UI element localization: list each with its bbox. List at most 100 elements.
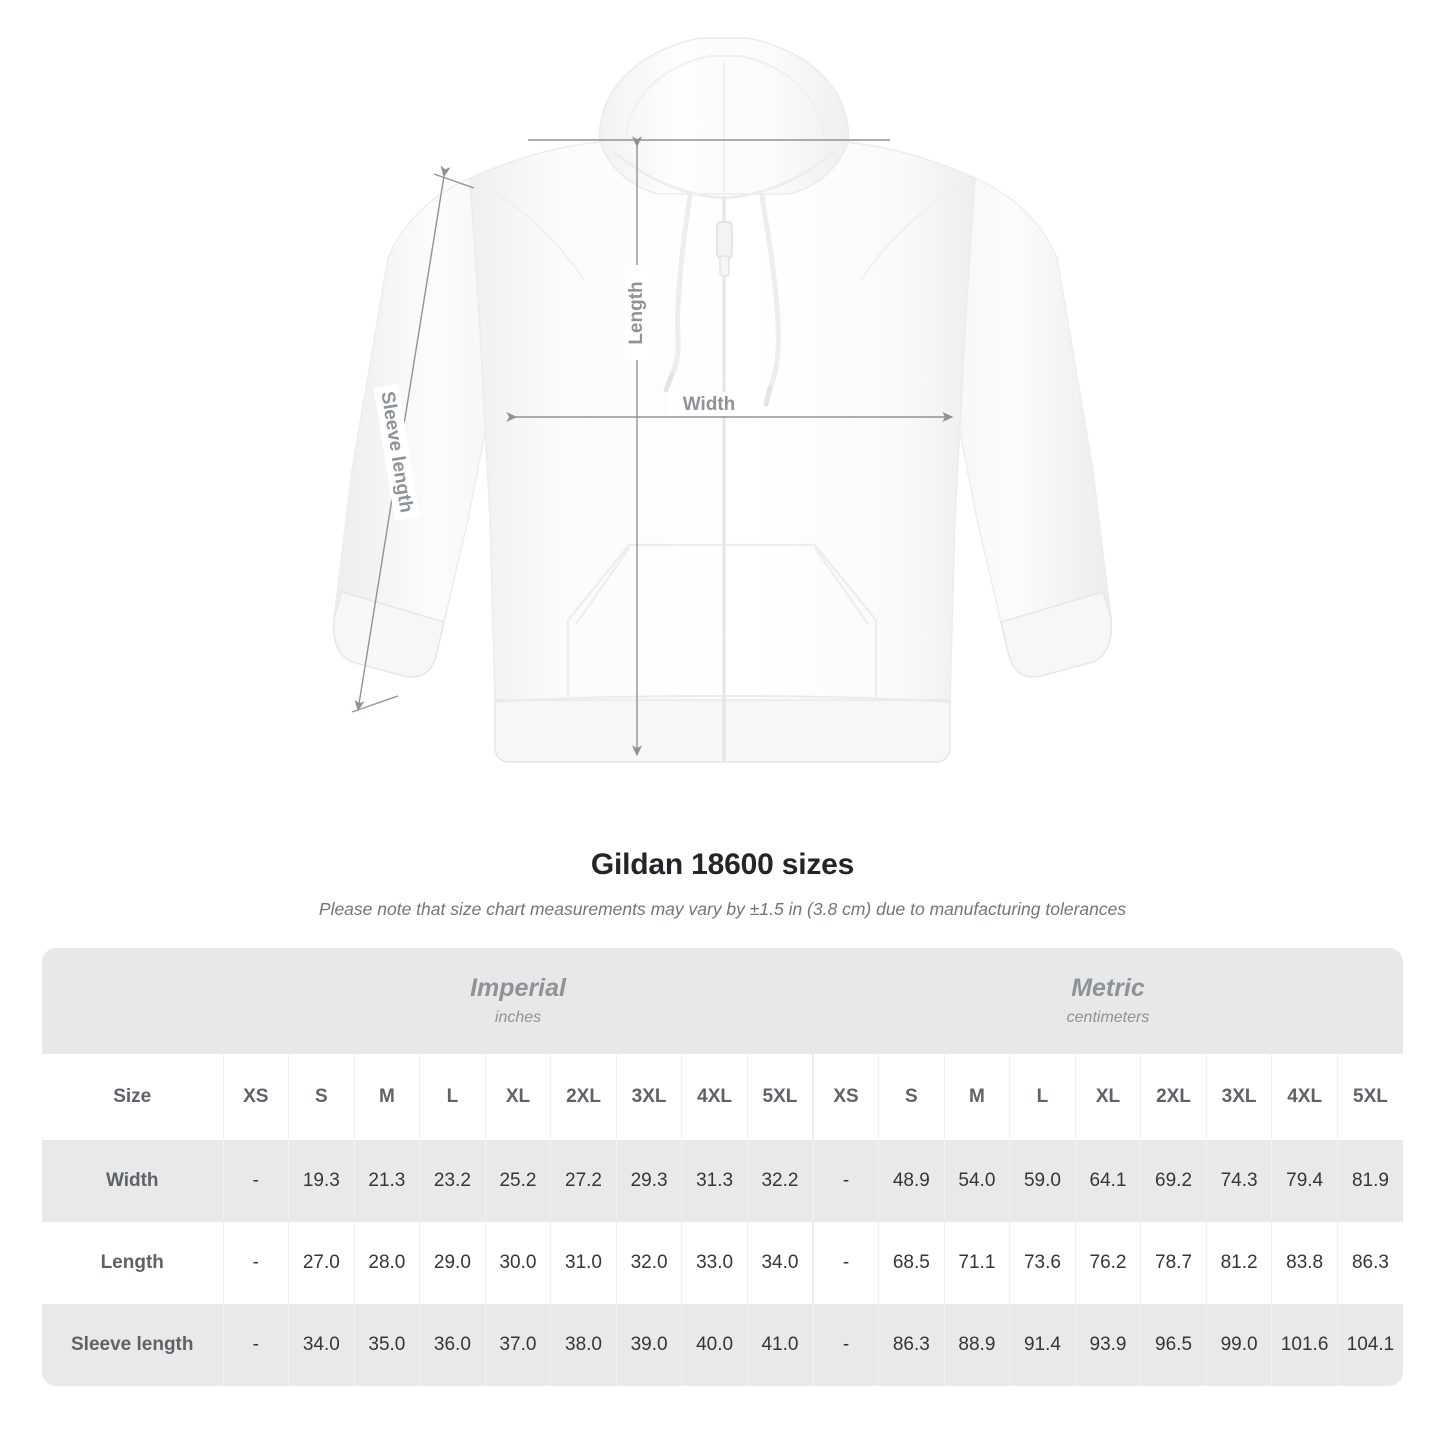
cell-sleeve-length-imperial-m: 35.0 [353,1304,420,1386]
cell-length-metric-xs: - [812,1222,879,1304]
size-chart-table-wrapper: Imperial inches Metric centimeters Size XS S M L… [42,948,1403,1386]
cell-sleeve-length-metric-m: 88.9 [943,1304,1010,1386]
size-header-metric-4xl: 4XL [1271,1054,1338,1140]
cell-width-metric-3xl: 74.3 [1205,1140,1272,1222]
cell-length-metric-s: 68.5 [878,1222,945,1304]
cell-sleeve-length-imperial-2xl: 38.0 [550,1304,617,1386]
hood-inner-edge [625,55,825,141]
cell-width-metric-2xl: 69.2 [1140,1140,1207,1222]
cell-length-imperial-3xl: 32.0 [615,1222,682,1304]
size-chart-table: Imperial inches Metric centimeters Size XS S M L… [42,948,1403,1386]
metric-unit-header-name: Metric [1071,974,1145,1002]
imperial-unit-header: Imperial inches [223,948,814,1054]
size-header-metric-s: S [878,1054,945,1140]
left-shoulder-seam [477,181,585,281]
cell-width-imperial-5xl: 32.2 [746,1140,814,1222]
hoodie-body-group [332,37,1113,763]
cell-length-imperial-xl: 30.0 [484,1222,551,1304]
unit-header-spacer [42,948,223,1054]
hem-seam [494,695,951,703]
cell-width-imperial-3xl: 29.3 [615,1140,682,1222]
cell-width-imperial-2xl: 27.2 [550,1140,617,1222]
left-drawstring-tip [663,371,675,393]
cell-length-metric-2xl: 78.7 [1140,1222,1207,1304]
cell-length-metric-l: 73.6 [1009,1222,1076,1304]
size-header-row: Size XS S M L XL 2XL 3XL 4XL 5XL XS S M L XL 2XL 3XL 4XL 5… [42,1054,1403,1140]
cell-sleeve-length-metric-l: 91.4 [1009,1304,1076,1386]
cell-width-imperial-l: 23.2 [419,1140,486,1222]
cell-sleeve-length-imperial-5xl: 41.0 [746,1304,814,1386]
row-label-length: Length [42,1222,223,1304]
cell-sleeve-length-metric-xl: 93.9 [1074,1304,1141,1386]
cell-width-metric-xs: - [812,1140,879,1222]
cell-sleeve-length-metric-xs: - [812,1304,879,1386]
cell-width-imperial-xl: 25.2 [484,1140,551,1222]
unit-header-row: Imperial inches Metric centimeters [42,948,1403,1054]
length-label-mask [625,265,650,360]
cell-sleeve-length-imperial-4xl: 40.0 [681,1304,748,1386]
size-header-metric-5xl: 5XL [1336,1054,1403,1140]
cell-sleeve-length-metric-5xl: 104.1 [1336,1304,1403,1386]
size-header-imperial-xl: XL [484,1054,551,1140]
size-header-imperial-3xl: 3XL [615,1054,682,1140]
cell-width-metric-m: 54.0 [943,1140,1010,1222]
imperial-unit-header-subtitle: inches [494,1009,542,1026]
size-header-metric-xs: XS [812,1054,879,1140]
length-label: Length [626,281,647,344]
size-header-imperial-5xl: 5XL [746,1054,814,1140]
cell-width-imperial-s: 19.3 [288,1140,355,1222]
cell-sleeve-length-metric-2xl: 96.5 [1140,1304,1207,1386]
cell-length-metric-3xl: 81.2 [1205,1222,1272,1304]
cell-length-imperial-5xl: 34.0 [746,1222,814,1304]
garment-illustration: Length Width Sleeve length [332,37,1113,763]
cell-sleeve-length-imperial-xl: 37.0 [484,1304,551,1386]
right-drawstring [759,193,781,391]
cell-width-metric-s: 48.9 [878,1140,945,1222]
tolerance-note: Please note that size chart measurements… [318,899,1127,919]
cell-sleeve-length-imperial-xs: - [222,1304,289,1386]
cell-width-imperial-xs: - [222,1140,289,1222]
width-label-mask [668,392,750,416]
cell-length-imperial-m: 28.0 [353,1222,420,1304]
cell-sleeve-length-imperial-3xl: 39.0 [615,1304,682,1386]
right-shoulder-seam [860,181,968,281]
pocket-opening-right [814,547,869,625]
pocket-opening-left [575,547,630,625]
chart-heading-block: Gildan 18600 sizes Please note that size… [0,845,1445,920]
metric-unit-header: Metric centimeters [813,948,1403,1054]
size-header-label: Size [42,1054,223,1140]
cell-length-metric-xl: 76.2 [1074,1222,1141,1304]
cell-length-imperial-2xl: 31.0 [550,1222,617,1304]
metric-unit-header-subtitle: centimeters [1066,1009,1150,1026]
size-header-imperial-l: L [419,1054,486,1140]
size-header-imperial-xs: XS [222,1054,289,1140]
cell-sleeve-length-imperial-s: 34.0 [288,1304,355,1386]
size-header-metric-3xl: 3XL [1205,1054,1272,1140]
size-header-imperial-m: M [353,1054,420,1140]
cell-length-imperial-s: 27.0 [288,1222,355,1304]
imperial-unit-header-name: Imperial [470,974,566,1002]
cell-sleeve-length-metric-4xl: 101.6 [1271,1304,1338,1386]
table-row: Length -27.0 28.0 29.0 30.0 31.0 32.0 33.0 34.0-… [42,1222,1403,1304]
size-header-metric-l: L [1009,1054,1076,1140]
cell-length-metric-m: 71.1 [943,1222,1010,1304]
right-drawstring-tip [763,385,773,407]
cell-width-metric-xl: 64.1 [1074,1140,1141,1222]
width-label: Width [683,394,736,415]
cell-length-imperial-xs: - [222,1222,289,1304]
size-header-imperial-4xl: 4XL [681,1054,748,1140]
cell-width-imperial-4xl: 31.3 [681,1140,748,1222]
table-row: Sleeve length -34.0 35.0 36.0 37.0 38.0 39.0 40… [42,1304,1403,1386]
cell-length-metric-4xl: 83.8 [1271,1222,1338,1304]
kangaroo-pocket [566,543,878,702]
zipper-tab [719,255,730,277]
cell-length-imperial-l: 29.0 [419,1222,486,1304]
size-header-metric-m: M [943,1054,1010,1140]
cell-width-imperial-m: 21.3 [353,1140,420,1222]
cell-width-metric-5xl: 81.9 [1336,1140,1403,1222]
size-header-imperial-s: S [288,1054,355,1140]
zipper-pull [716,221,733,259]
size-header-metric-xl: XL [1074,1054,1141,1140]
table-row: Width -19.3 21.3 23.2 25.2 27.2 29.3 31.3 32.2-4… [42,1140,1403,1222]
cell-sleeve-length-imperial-l: 36.0 [419,1304,486,1386]
